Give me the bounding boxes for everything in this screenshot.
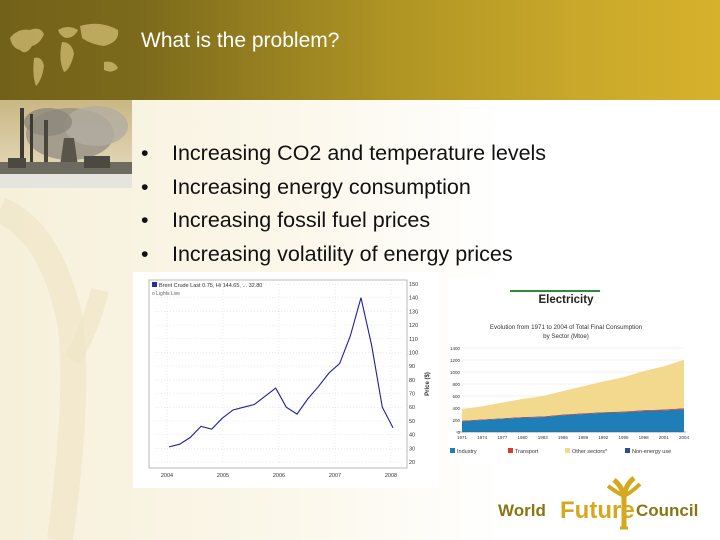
oil-y-tick-label: 120 — [409, 323, 418, 329]
electricity-chart: Electricity Evolution from 1971 to 2004 … — [448, 278, 700, 464]
elec-x-tick-label: 1980 — [518, 435, 529, 440]
power-plant-photo — [0, 100, 132, 188]
oil-y-tick-label: 100 — [409, 350, 418, 356]
oil-y-tick-label: 40 — [409, 433, 415, 439]
elec-legend-label: Industry — [457, 449, 477, 455]
oil-y-tick-label: 90 — [409, 364, 415, 370]
oil-y-tick-label: 130 — [409, 309, 418, 315]
elec-subtitle-1: Evolution from 1971 to 2004 of Total Fin… — [490, 324, 643, 331]
oil-y-tick-label: 140 — [409, 296, 418, 302]
oil-y-tick-label: 110 — [409, 337, 418, 343]
elec-legend: Industry Transport Other sectors* Non-energ… — [450, 448, 671, 455]
elec-legend-swatch — [508, 448, 513, 453]
elec-legend-swatch — [450, 448, 455, 453]
logo-tree-icon — [606, 476, 642, 530]
bullet-text: Increasing energy consumption — [172, 174, 471, 199]
elec-x-tick-label: 1992 — [598, 435, 609, 440]
elec-x-ticks: 1971 1974 1977 1980 1983 1986 1989 1992 1995 1998… — [457, 435, 690, 440]
elec-x-tick-label: 1998 — [639, 435, 650, 440]
bullet-text: Increasing CO2 and temperature levels — [172, 141, 547, 165]
bullet-item: • Increasing fossil fuel prices — [141, 204, 546, 238]
elec-x-tick-label: 2004 — [679, 435, 690, 440]
world-future-council-logo: World Future Council — [492, 470, 712, 530]
oil-y-tick-label: 50 — [409, 419, 415, 425]
oil-legend-swatch — [152, 282, 157, 287]
oil-price-chart: Brent Crude Last 0.75, Hi 144.65, ... 32… — [133, 272, 439, 488]
elec-legend-label: Transport — [515, 449, 539, 455]
elec-x-tick-label: 1974 — [477, 435, 488, 440]
elec-legend-label: Other sectors* — [572, 449, 608, 455]
oil-y-axis-label: Price ($) — [425, 372, 431, 396]
oil-y-ticks: 150 140 130 120 110 100 90 80 70 60 50 40 30 20 — [409, 282, 418, 466]
slide-title: What is the problem? — [141, 29, 340, 52]
oil-price-series-line — [168, 297, 394, 448]
logo-word-council: Council — [636, 501, 699, 520]
elec-area-industry — [462, 409, 684, 432]
oil-y-tick-label: 150 — [409, 282, 418, 288]
oil-sublegend: o Lights Live — [152, 291, 180, 297]
oil-y-tick-label: 20 — [409, 460, 415, 466]
elec-x-tick-label: 1986 — [558, 435, 569, 440]
elec-area-transport — [462, 408, 684, 422]
bullet-marker: • — [141, 208, 149, 232]
elec-area-series — [462, 359, 684, 432]
oil-y-tick-label: 30 — [409, 446, 415, 452]
elec-legend-label: Non-energy use — [632, 449, 671, 455]
elec-x-tick-label: 2001 — [659, 435, 670, 440]
elec-area-other-sectors — [462, 359, 684, 421]
oil-x-tick-label: 2008 — [385, 473, 397, 479]
elec-y-tick-label: 800 — [452, 382, 460, 387]
elec-y-tick-label: 1400 — [450, 346, 461, 351]
elec-legend-swatch — [625, 448, 630, 453]
oil-x-ticks: 2004 2005 2006 2007 2008 — [161, 473, 397, 479]
bullet-item: • Increasing energy consumption — [141, 171, 546, 205]
oil-x-tick-label: 2004 — [161, 473, 173, 479]
elec-y-tick-label: 600 — [452, 394, 460, 399]
elec-x-tick-label: 1977 — [497, 435, 508, 440]
elec-y-tick-label: 1000 — [450, 370, 461, 375]
logo-word-world: World — [498, 501, 546, 520]
world-map-icon — [0, 0, 132, 100]
bullet-marker: • — [141, 174, 149, 199]
elec-y-tick-label: 1200 — [450, 358, 461, 363]
header-bar — [0, 0, 720, 100]
oil-y-tick-label: 80 — [409, 378, 415, 384]
elec-x-tick-label: 1989 — [578, 435, 589, 440]
elec-subtitle-2: by Sector (Mtoe) — [543, 333, 589, 340]
elec-x-tick-label: 1983 — [538, 435, 549, 440]
elec-x-tick-label: 1995 — [618, 435, 629, 440]
bullet-text: Increasing fossil fuel prices — [172, 208, 431, 232]
bullet-item: • Increasing CO2 and temperature levels — [141, 137, 546, 171]
elec-y-tick-label: 400 — [452, 406, 460, 411]
oil-x-tick-label: 2007 — [329, 473, 341, 479]
elec-heading: Electricity — [539, 294, 595, 306]
oil-x-tick-label: 2005 — [217, 473, 229, 479]
elec-y-tick-label: 0 — [457, 430, 460, 435]
logo-word-future: Future — [560, 497, 635, 524]
oil-chart-grid — [155, 283, 403, 463]
oil-legend: Brent Crude Last 0.75, Hi 144.65, ... 32… — [159, 283, 262, 289]
bullet-item: • Increasing volatility of energy prices — [141, 238, 546, 272]
bullet-text: Increasing volatility of energy prices — [172, 241, 513, 266]
elec-legend-swatch — [565, 448, 570, 453]
decorative-tree-outline — [0, 197, 109, 540]
bullet-marker: • — [141, 141, 149, 165]
bullet-marker: • — [141, 241, 149, 266]
oil-y-tick-label: 60 — [409, 405, 415, 411]
elec-x-tick-label: 1971 — [457, 435, 468, 440]
oil-y-tick-label: 70 — [409, 392, 415, 398]
bullet-list: • Increasing CO2 and temperature levels •… — [141, 137, 546, 271]
oil-x-tick-label: 2006 — [273, 473, 285, 479]
elec-y-tick-label: 200 — [452, 418, 460, 423]
